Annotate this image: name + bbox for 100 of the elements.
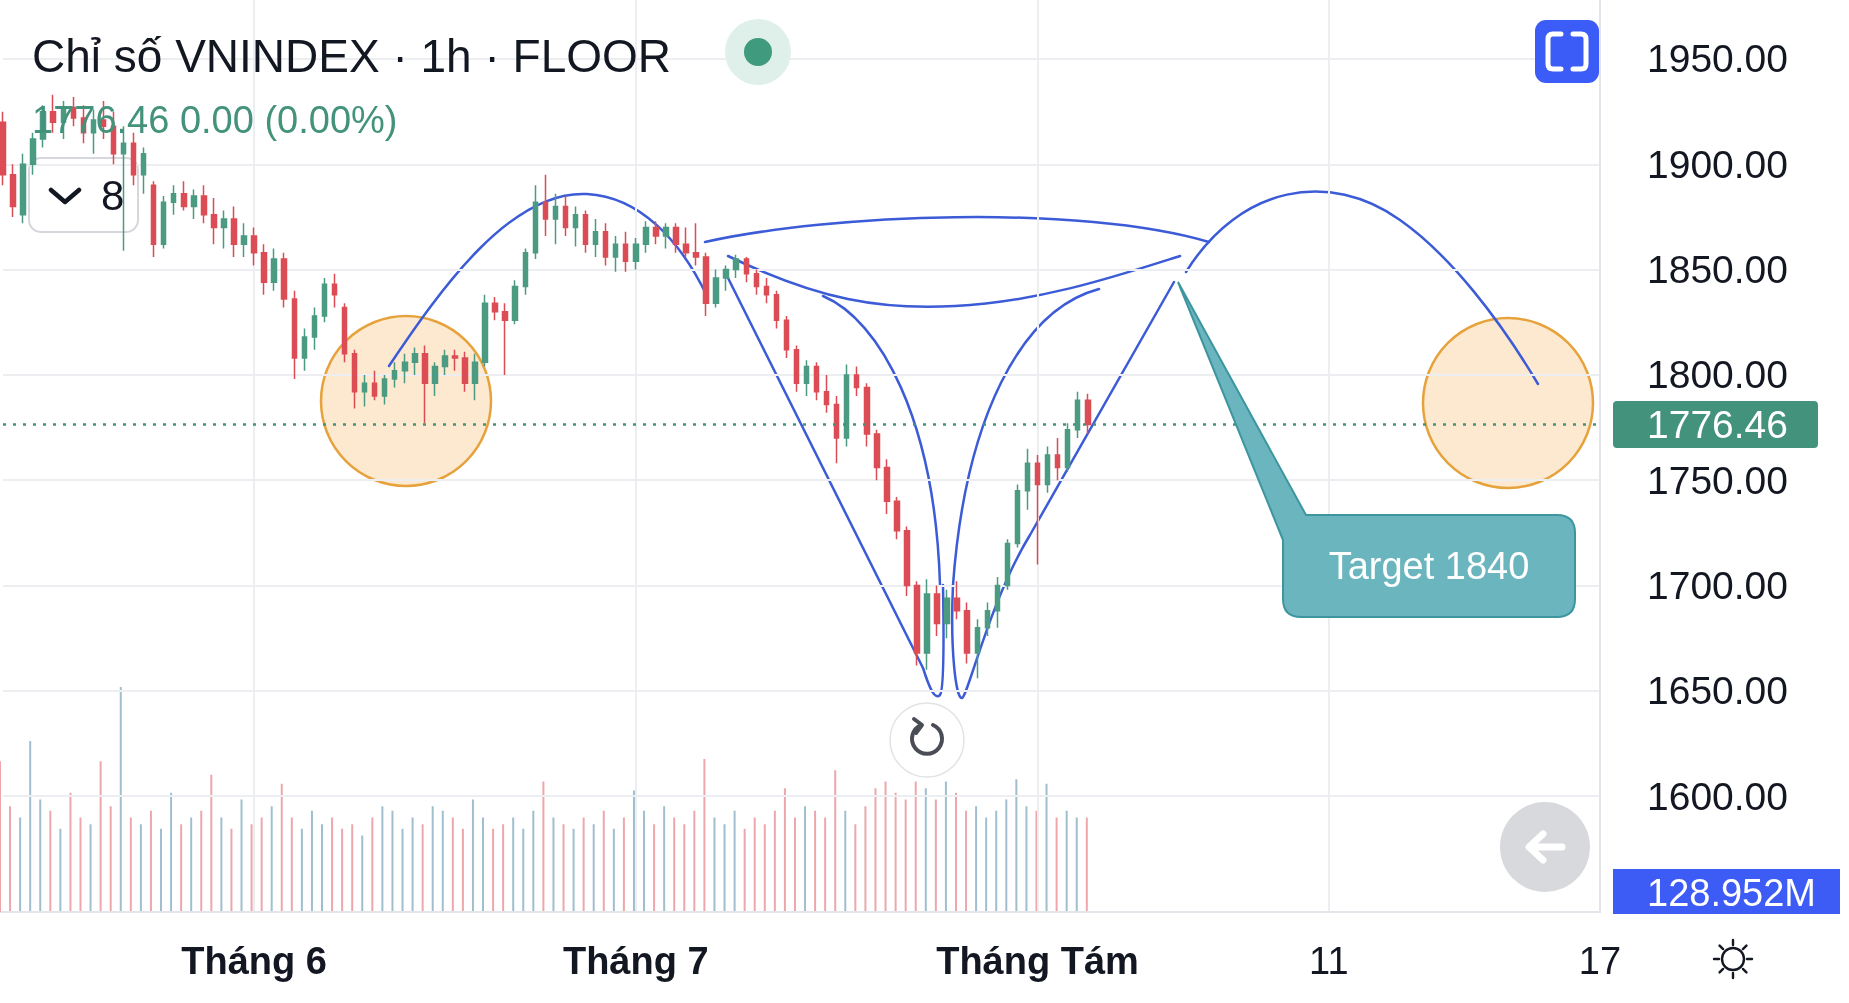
bar — [622, 817, 625, 912]
bar — [139, 824, 142, 912]
bar — [763, 824, 766, 912]
bar — [743, 828, 746, 912]
bar — [1015, 779, 1018, 912]
bar — [683, 824, 686, 912]
bar — [985, 817, 988, 912]
candlestick — [903, 525, 911, 597]
y-tick-label: 1600.00 — [1647, 774, 1788, 818]
candlestick — [602, 222, 609, 267]
candlestick — [140, 146, 147, 195]
bar — [844, 810, 847, 912]
bar — [89, 824, 92, 912]
bar — [864, 806, 867, 912]
bar — [59, 828, 62, 912]
candlestick — [773, 289, 780, 330]
x-tick-label: 17 — [1578, 940, 1622, 982]
bar — [612, 828, 615, 912]
candlestick — [722, 264, 730, 292]
bar — [924, 788, 927, 912]
candlestick — [321, 277, 328, 323]
bar — [99, 761, 102, 912]
bar — [502, 824, 505, 912]
bar — [39, 799, 42, 912]
bar — [451, 817, 454, 912]
candlestick — [1084, 393, 1092, 435]
x-tick-label: 11 — [1309, 940, 1349, 982]
candlestick — [732, 254, 740, 279]
bar — [653, 824, 656, 912]
annotation: 8 — [101, 172, 125, 219]
bar — [149, 810, 152, 912]
bar — [471, 799, 474, 912]
candlestick — [552, 193, 559, 246]
y-tick-label: 1650.00 — [1647, 669, 1788, 713]
candlestick — [984, 601, 991, 637]
candlestick — [562, 195, 569, 237]
candlestick — [250, 226, 258, 267]
bar — [632, 790, 635, 912]
bar — [180, 824, 183, 912]
candlestick — [582, 209, 589, 254]
bar — [79, 817, 82, 912]
annotation: Target 1840 — [1328, 544, 1530, 588]
bar — [300, 828, 303, 912]
candlestick — [963, 601, 971, 665]
bar — [572, 828, 575, 912]
candlestick — [351, 348, 358, 410]
candlestick — [682, 226, 690, 258]
bar — [562, 824, 565, 912]
candlestick — [873, 428, 881, 481]
candlestick — [793, 344, 800, 393]
bar — [894, 792, 897, 912]
y-tick-label: 1800.00 — [1647, 353, 1788, 397]
bar — [1025, 806, 1028, 912]
candlestick — [361, 374, 368, 408]
candlestick — [712, 268, 720, 309]
candlestick — [692, 222, 700, 267]
candlestick — [933, 584, 941, 637]
bar — [1045, 783, 1048, 912]
candlestick — [853, 365, 860, 397]
bar — [160, 828, 163, 912]
bar — [542, 781, 545, 912]
bar — [391, 810, 394, 912]
candlestick — [823, 374, 830, 414]
bar — [310, 810, 313, 912]
candlestick — [833, 395, 840, 465]
bar — [532, 810, 535, 912]
candlestick — [511, 279, 519, 326]
bar — [371, 817, 374, 912]
bar — [210, 774, 213, 912]
x-tick-label: Tháng Tám — [936, 940, 1139, 982]
bar — [944, 781, 947, 912]
bar — [834, 770, 837, 912]
candlestick — [622, 230, 629, 273]
candlestick — [913, 580, 921, 667]
bar — [270, 806, 273, 912]
candlestick — [150, 180, 157, 258]
bar — [1005, 799, 1008, 912]
candlestick — [743, 256, 750, 283]
candlestick — [471, 353, 479, 401]
bar — [874, 788, 877, 912]
bar — [482, 817, 485, 912]
bar — [19, 817, 22, 912]
candlestick — [1044, 445, 1051, 494]
y-tick-label: 1950.00 — [1647, 37, 1788, 81]
bar — [904, 799, 907, 912]
bar — [713, 817, 716, 912]
candlestick — [180, 180, 188, 212]
bar — [1055, 817, 1058, 912]
candlestick — [1014, 483, 1021, 549]
candlestick — [1034, 454, 1041, 566]
bar — [331, 817, 334, 912]
bar — [995, 810, 998, 912]
candlestick — [270, 247, 278, 292]
bar — [260, 817, 263, 912]
candlestick — [783, 315, 790, 359]
candlestick — [923, 578, 931, 671]
bar — [361, 835, 364, 912]
candlestick — [612, 235, 619, 273]
bar — [934, 799, 937, 912]
bar — [49, 810, 52, 912]
